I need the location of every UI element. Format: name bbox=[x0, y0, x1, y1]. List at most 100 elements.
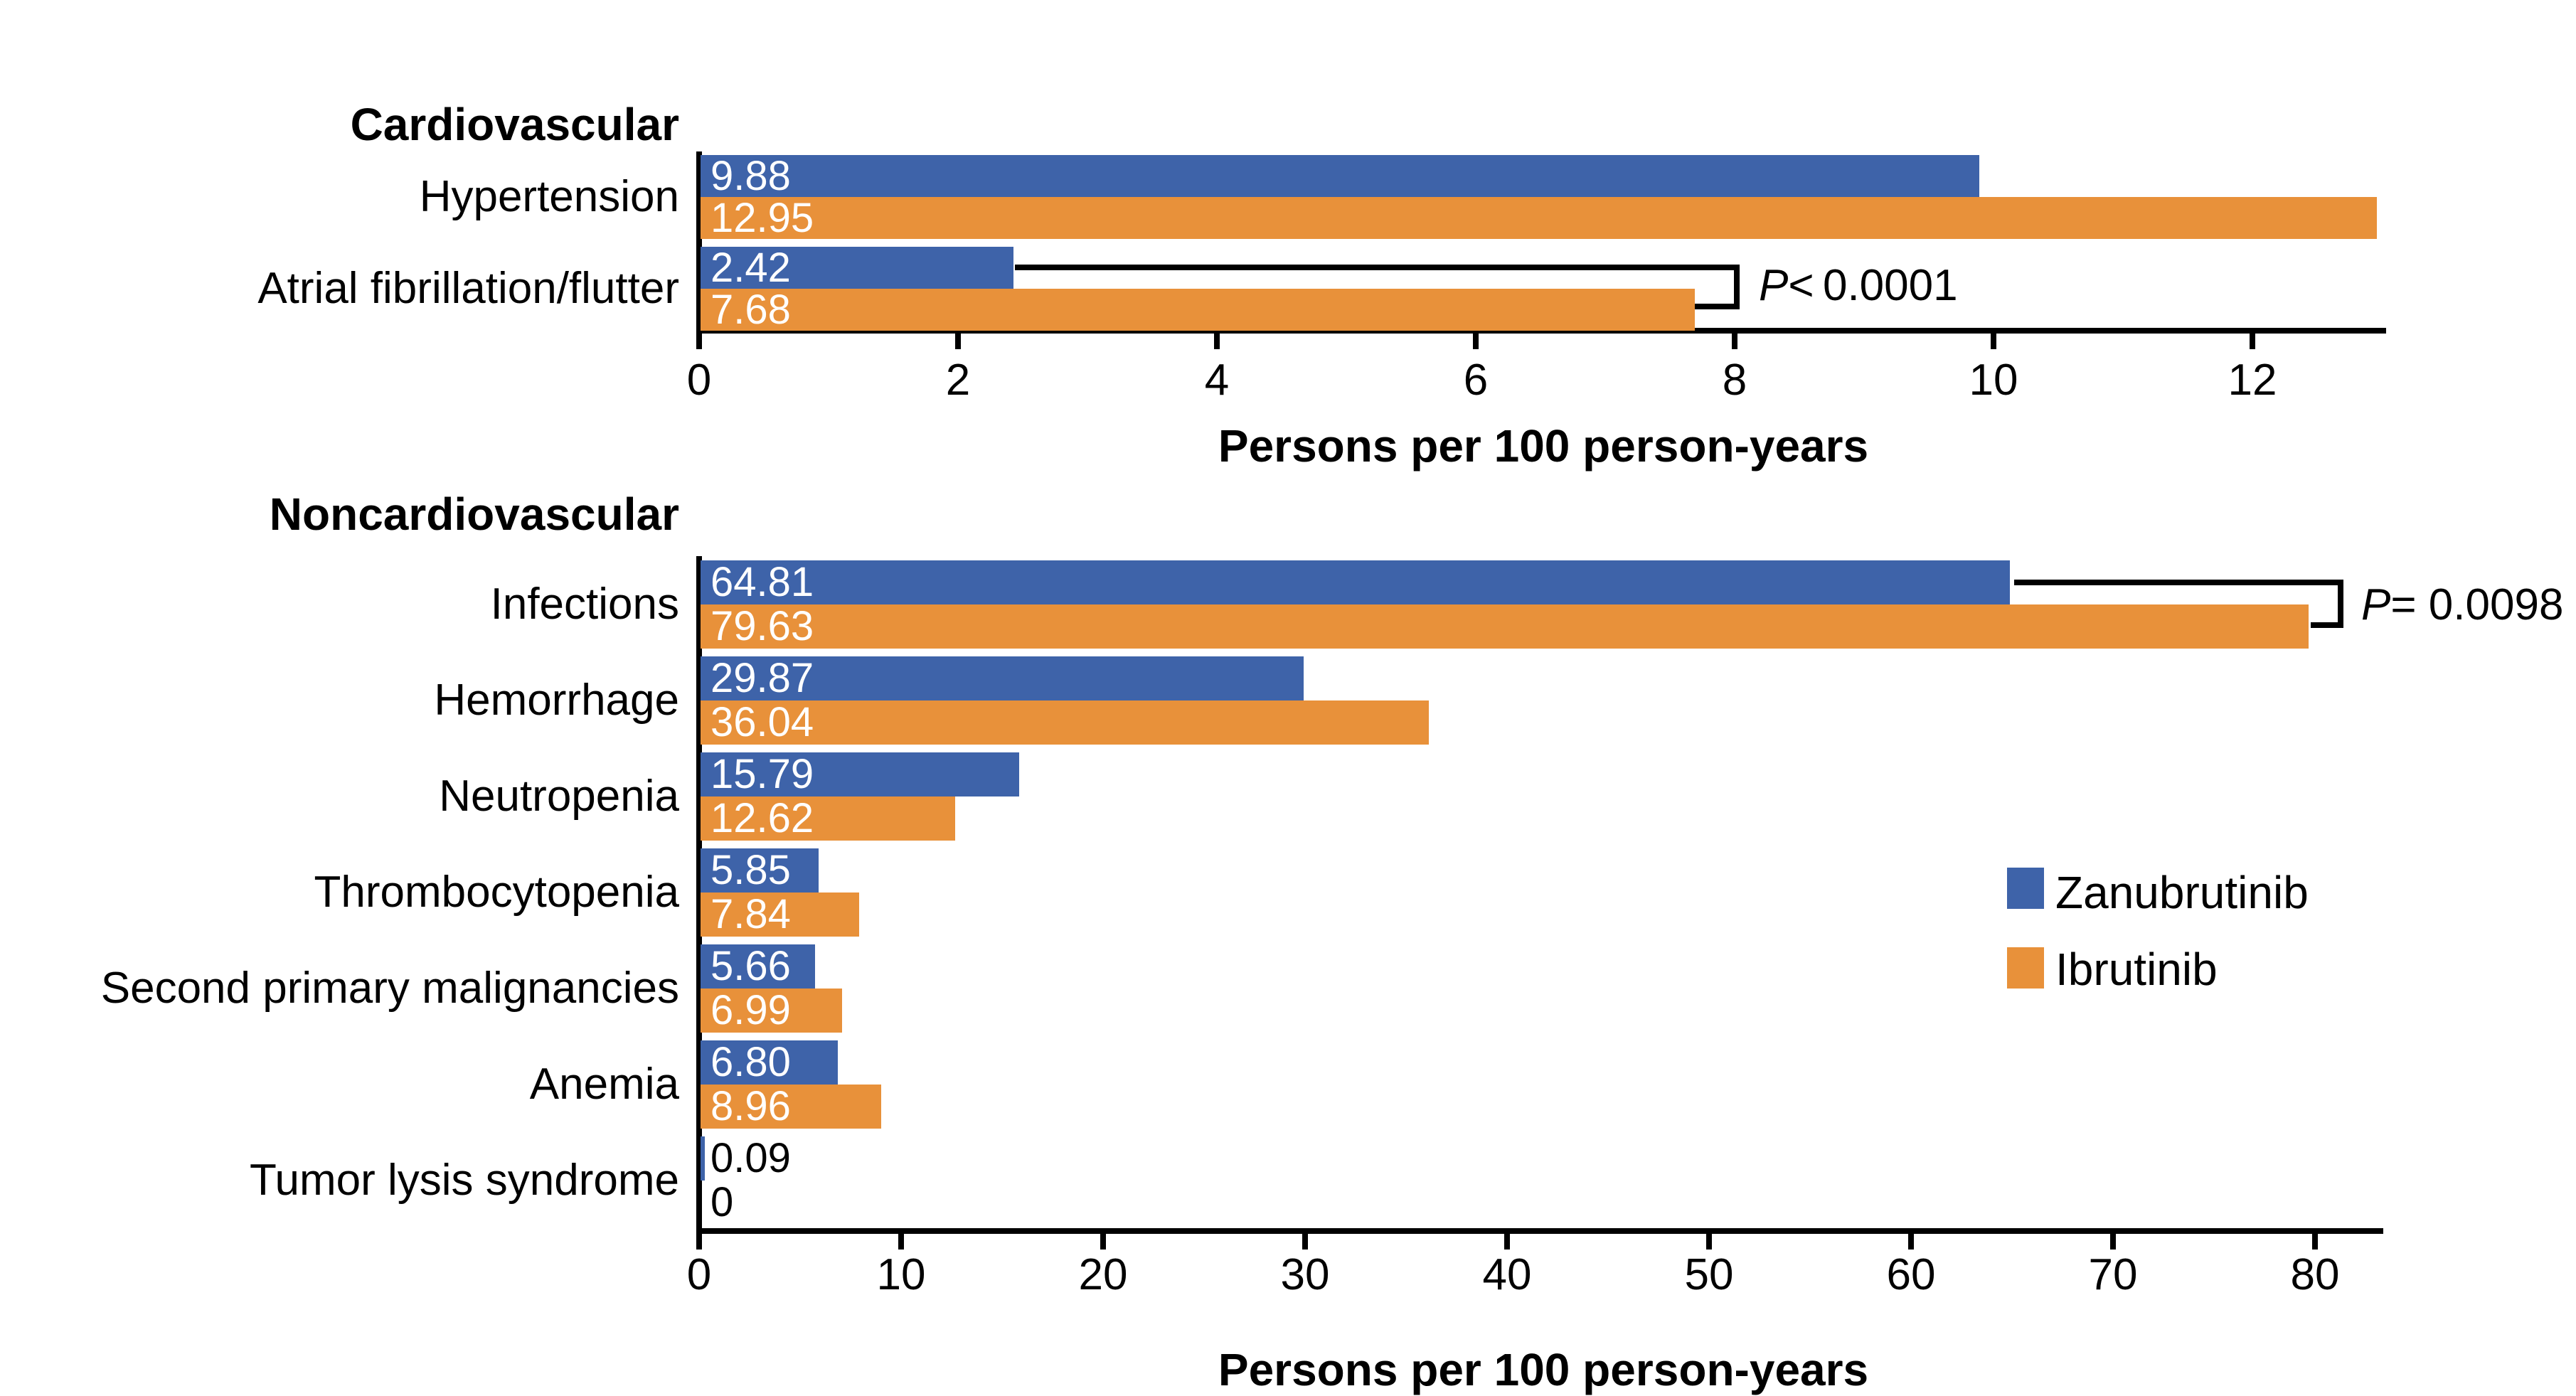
panel-heading-cardiovascular: Cardiovascular bbox=[350, 99, 679, 150]
category-label-hypertension: Hypertension bbox=[419, 172, 679, 221]
bar-zanubrutinib-tumor-lysis-syndrome bbox=[701, 1136, 705, 1181]
legend-swatch-zanubrutinib bbox=[2007, 868, 2044, 909]
x-tick-label: 30 bbox=[1280, 1250, 1330, 1299]
category-label-tumor-lysis-syndrome: Tumor lysis syndrome bbox=[249, 1156, 679, 1205]
pvalue-number: < 0.0001 bbox=[1788, 261, 1958, 310]
value-label-zanubrutinib-atrial-fibrillation-flutter: 2.42 bbox=[710, 245, 791, 291]
bar-ibrutinib-hypertension bbox=[701, 197, 2377, 239]
value-label-zanubrutinib-hemorrhage: 29.87 bbox=[710, 655, 814, 701]
value-label-ibrutinib-atrial-fibrillation-flutter: 7.68 bbox=[710, 287, 791, 333]
value-label-ibrutinib-thrombocytopenia: 7.84 bbox=[710, 891, 791, 937]
value-label-ibrutinib-second-primary-malignancies: 6.99 bbox=[710, 987, 791, 1033]
x-axis-title-top: Persons per 100 person-years bbox=[1218, 420, 1869, 471]
x-tick-label: 80 bbox=[2290, 1250, 2340, 1299]
pvalue-p-symbol: P bbox=[1759, 261, 1789, 310]
pvalue-number: = 0.0098 bbox=[2390, 580, 2564, 629]
category-label-anemia: Anemia bbox=[529, 1060, 679, 1109]
pvalue-bracket-lower-line bbox=[1695, 304, 1740, 309]
category-label-infections: Infections bbox=[490, 580, 679, 629]
bar-ibrutinib-infections bbox=[701, 604, 2309, 649]
legend-label-zanubrutinib: Zanubrutinib bbox=[2055, 867, 2309, 918]
pvalue-bracket-vertical-line bbox=[2338, 580, 2343, 628]
bar-zanubrutinib-infections bbox=[701, 560, 2010, 604]
bar-ibrutinib-hemorrhage bbox=[701, 700, 1429, 745]
x-axis-line bbox=[696, 1228, 2383, 1234]
panel-heading-noncardiovascular: Noncardiovascular bbox=[269, 489, 679, 540]
pvalue-bracket-upper-line bbox=[2014, 580, 2343, 585]
x-tick bbox=[898, 1234, 904, 1250]
bar-zanubrutinib-hypertension bbox=[701, 155, 1979, 197]
pvalue-bracket-vertical-line bbox=[1734, 265, 1740, 309]
category-label-second-primary-malignancies: Second primary malignancies bbox=[100, 964, 679, 1013]
bar-zanubrutinib-hemorrhage bbox=[701, 656, 1304, 700]
pvalue-annotation-atrial-fibrillation: P< 0.0001 bbox=[1759, 262, 1958, 309]
x-tick bbox=[1908, 1234, 1914, 1250]
value-label-zanubrutinib-second-primary-malignancies: 5.66 bbox=[710, 943, 791, 989]
x-axis-line bbox=[696, 328, 2386, 334]
value-label-zanubrutinib-tumor-lysis-syndrome: 0.09 bbox=[710, 1135, 791, 1181]
x-axis-title-bottom: Persons per 100 person-years bbox=[1218, 1344, 1869, 1395]
bar-ibrutinib-anemia bbox=[701, 1085, 881, 1129]
category-label-neutropenia: Neutropenia bbox=[439, 772, 679, 821]
x-tick-label: 10 bbox=[876, 1250, 926, 1299]
y-axis-line bbox=[696, 151, 702, 334]
x-tick bbox=[2312, 1234, 2318, 1250]
x-tick bbox=[696, 1234, 702, 1250]
value-label-ibrutinib-tumor-lysis-syndrome: 0 bbox=[710, 1179, 734, 1225]
x-tick bbox=[1504, 1234, 1510, 1250]
bar-zanubrutinib-anemia bbox=[701, 1040, 838, 1085]
x-tick bbox=[2110, 1234, 2116, 1250]
x-tick-label: 70 bbox=[2088, 1250, 2138, 1299]
x-tick-label: 6 bbox=[1463, 356, 1489, 405]
x-tick bbox=[1706, 1234, 1712, 1250]
pvalue-bracket-lower-line bbox=[2311, 622, 2343, 628]
x-tick bbox=[1100, 1234, 1106, 1250]
x-tick bbox=[955, 334, 961, 349]
bar-ibrutinib-neutropenia bbox=[701, 796, 955, 841]
value-label-ibrutinib-neutropenia: 12.62 bbox=[710, 795, 814, 841]
bar-zanubrutinib-neutropenia bbox=[701, 752, 1019, 796]
x-tick bbox=[1991, 334, 1996, 349]
bar-ibrutinib-atrial-fibrillation-flutter bbox=[701, 289, 1695, 331]
x-tick bbox=[1732, 334, 1737, 349]
x-tick-label: 60 bbox=[1886, 1250, 1936, 1299]
bar-zanubrutinib-atrial-fibrillation-flutter bbox=[701, 247, 1013, 289]
value-label-zanubrutinib-anemia: 6.80 bbox=[710, 1039, 791, 1085]
pvalue-bracket-upper-line bbox=[1015, 265, 1740, 270]
category-label-hemorrhage: Hemorrhage bbox=[434, 676, 679, 725]
x-tick bbox=[1302, 1234, 1308, 1250]
x-tick bbox=[2250, 334, 2255, 349]
x-tick-label: 2 bbox=[945, 356, 971, 405]
x-tick-label: 0 bbox=[686, 1250, 712, 1299]
pvalue-annotation-infections: P= 0.0098 bbox=[2361, 582, 2563, 629]
x-tick bbox=[1214, 334, 1220, 349]
value-label-ibrutinib-anemia: 8.96 bbox=[710, 1083, 791, 1129]
bar-ibrutinib-second-primary-malignancies bbox=[701, 989, 842, 1033]
x-tick-label: 0 bbox=[686, 356, 712, 405]
bar-zanubrutinib-thrombocytopenia bbox=[701, 848, 819, 893]
x-tick-label: 10 bbox=[1969, 356, 2018, 405]
value-label-zanubrutinib-infections: 64.81 bbox=[710, 559, 814, 605]
legend-label-ibrutinib: Ibrutinib bbox=[2055, 944, 2218, 995]
x-tick-label: 20 bbox=[1078, 1250, 1128, 1299]
x-tick-label: 4 bbox=[1204, 356, 1230, 405]
value-label-ibrutinib-infections: 79.63 bbox=[710, 603, 814, 649]
category-label-atrial-fibrillation-flutter: Atrial fibrillation/flutter bbox=[257, 264, 679, 313]
value-label-ibrutinib-hypertension: 12.95 bbox=[710, 195, 814, 241]
category-label-thrombocytopenia: Thrombocytopenia bbox=[314, 868, 680, 917]
value-label-ibrutinib-hemorrhage: 36.04 bbox=[710, 699, 814, 745]
value-label-zanubrutinib-hypertension: 9.88 bbox=[710, 153, 791, 199]
bar-ibrutinib-thrombocytopenia bbox=[701, 893, 859, 937]
value-label-zanubrutinib-neutropenia: 15.79 bbox=[710, 751, 814, 797]
legend-swatch-ibrutinib bbox=[2007, 947, 2044, 989]
y-axis-line bbox=[696, 556, 702, 1234]
x-tick bbox=[696, 334, 702, 349]
value-label-zanubrutinib-thrombocytopenia: 5.85 bbox=[710, 847, 791, 893]
x-tick-label: 8 bbox=[1722, 356, 1747, 405]
x-tick-label: 50 bbox=[1684, 1250, 1734, 1299]
x-tick bbox=[1473, 334, 1479, 349]
x-tick-label: 12 bbox=[2228, 356, 2277, 405]
pvalue-p-symbol: P bbox=[2361, 580, 2391, 629]
bar-zanubrutinib-second-primary-malignancies bbox=[701, 944, 815, 989]
